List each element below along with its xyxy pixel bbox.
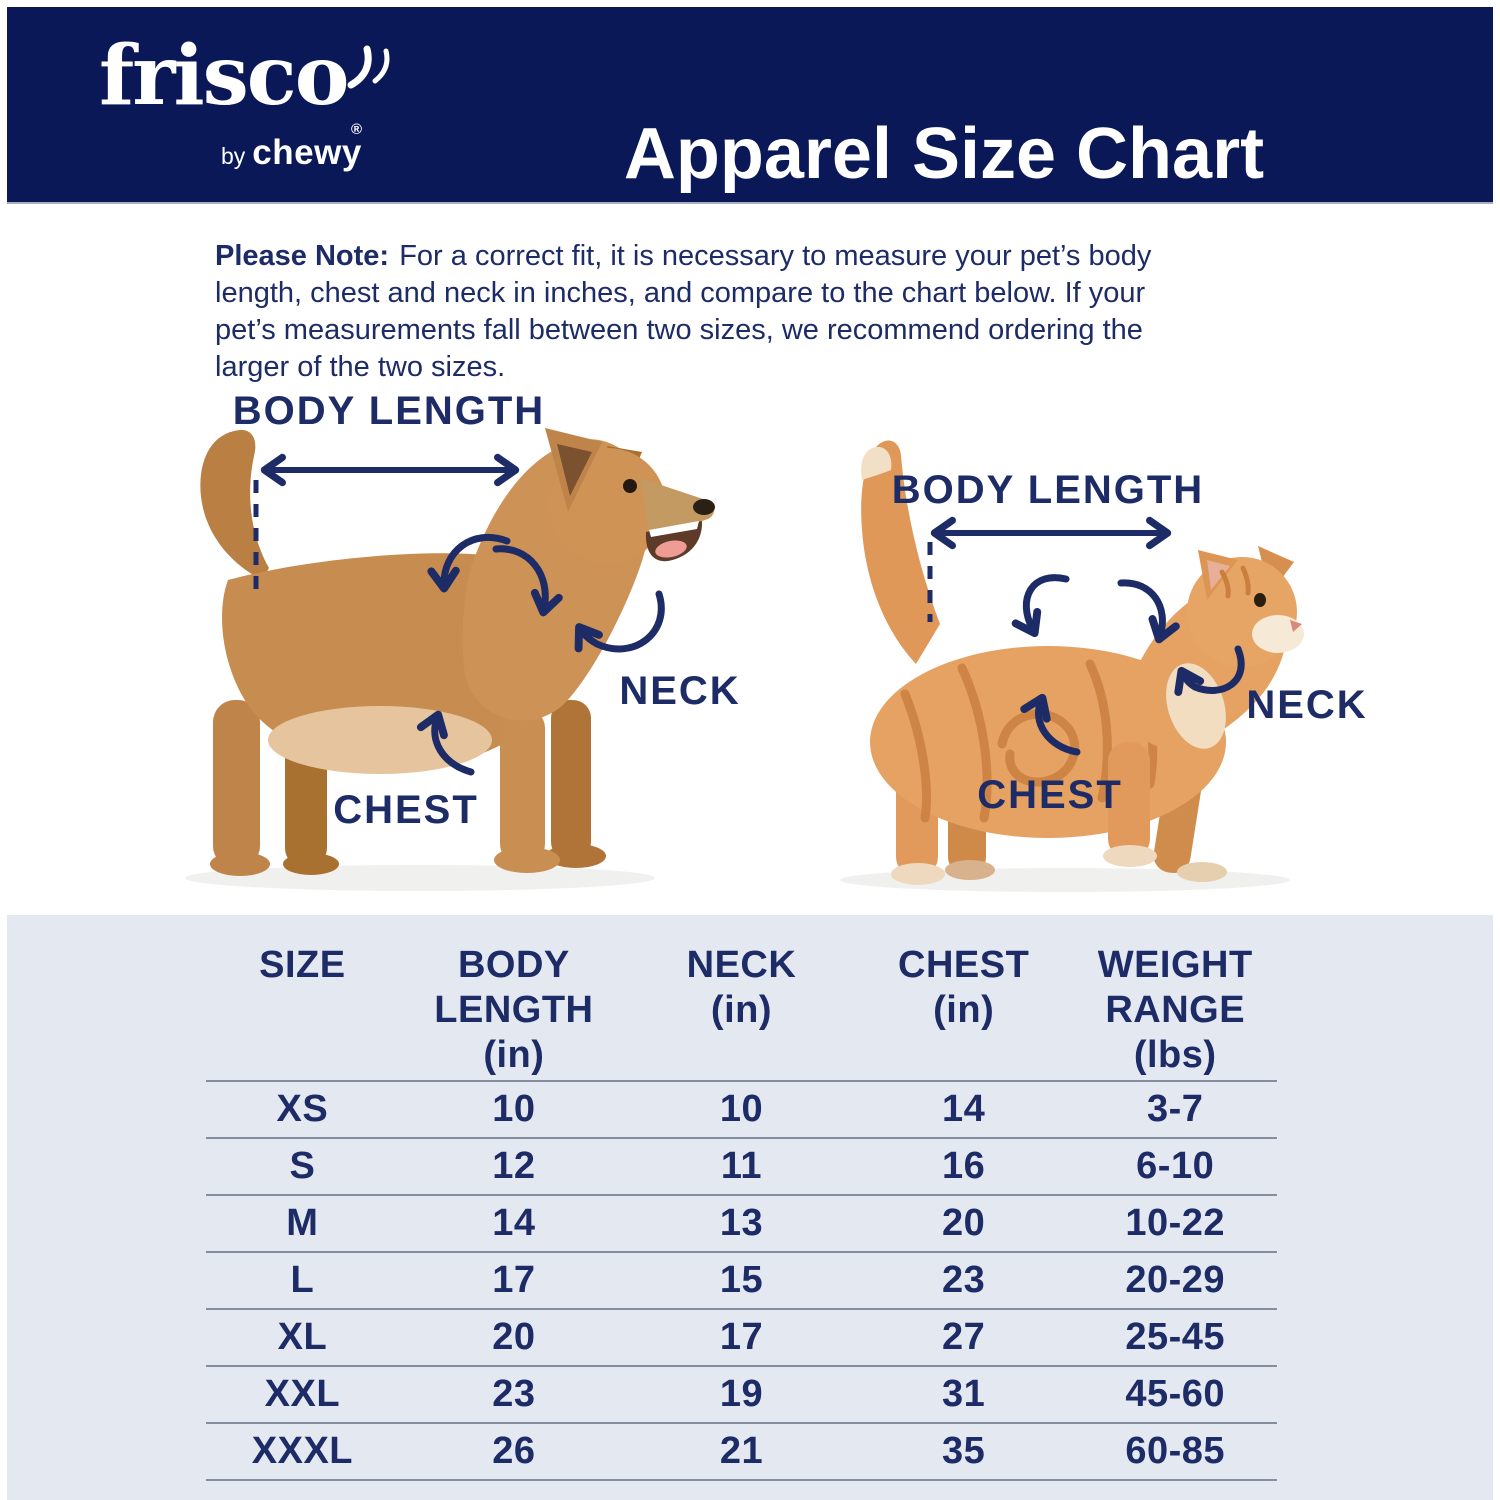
- note-line: length, chest and neck in inches, and co…: [215, 277, 1146, 309]
- note-line: pet’s measurements fall between two size…: [215, 314, 1143, 346]
- col-header-weight-range: WEIGHT RANGE (lbs): [1097, 944, 1253, 1076]
- col-header-neck: NECK (in): [686, 944, 797, 1031]
- cat-muzzle: [1252, 615, 1304, 653]
- page-title: Apparel Size Chart: [623, 114, 1265, 195]
- dog-neck-arrow: [574, 590, 665, 653]
- dog-girth-arrow-right: [492, 545, 563, 617]
- table-row-xs: XS 10 10 14 3-7: [206, 1082, 1277, 1139]
- table-row-m: M 14 13 20 10-22: [206, 1196, 1277, 1253]
- cat-girth-arrow-left: [1011, 574, 1070, 638]
- table-row-s: S 12 11 16 6-10: [206, 1139, 1277, 1196]
- dog-tongue: [655, 540, 687, 558]
- registered-mark: ®: [351, 121, 363, 138]
- header-bar: frisco ® by chewy Apparel Size Chart: [7, 7, 1493, 204]
- table-row-xxl: XXL 23 19 31 45-60: [206, 1367, 1277, 1424]
- note: Please Note: For a correct fit, it is nec…: [215, 238, 1315, 386]
- note-line: Please Note: For a correct fit, it is nec…: [215, 240, 1152, 272]
- table-row-xxxl: XXXL 26 21 35 60-85: [206, 1424, 1277, 1481]
- note-line: larger of the two sizes.: [215, 351, 506, 383]
- dog-tail: [200, 429, 269, 580]
- cat-chest-label: CHEST: [977, 773, 1123, 817]
- cat-girth-arrow-right: [1117, 579, 1180, 644]
- cat-eye: [1254, 593, 1266, 607]
- table-row-xl: XL 20 17 27 25-45: [206, 1310, 1277, 1367]
- size-chart-section: SIZE BODY LENGTH (in) NECK (in) CHEST (in) …: [7, 915, 1493, 1500]
- frisco-logo: frisco ® by chewy: [99, 28, 390, 172]
- dog-annotations: BODY LENGTH NECK CHEST: [233, 389, 740, 832]
- cat-annotations: BODY LENGTH NECK CHEST: [892, 468, 1367, 817]
- cat-neck-label: NECK: [1246, 683, 1367, 727]
- chewy-wordmark: chewy: [252, 133, 362, 172]
- dog-eye: [623, 479, 637, 493]
- note-label: Please Note:: [215, 240, 390, 272]
- cat-nose: [1290, 620, 1302, 632]
- col-header-chest: CHEST (in): [898, 944, 1030, 1031]
- table-body: XS 10 10 14 3-7 S 12 11 16 6-10 M 14 13: [206, 1082, 1277, 1481]
- frisco-wordmark: frisco: [99, 28, 349, 124]
- col-header-body-length: BODY LENGTH (in): [434, 944, 594, 1076]
- cat-chest-arrow: [1020, 693, 1081, 756]
- table-header-row: SIZE BODY LENGTH (in) NECK (in) CHEST (in) …: [206, 915, 1277, 1082]
- tail-flourish-icon: [341, 41, 393, 98]
- by-chewy-byline: by chewy: [221, 133, 362, 172]
- dog-illustration: [185, 428, 715, 891]
- cat-tail: [861, 440, 940, 664]
- dog-girth-arrow-left: [427, 533, 511, 593]
- dog-body-length-label: BODY LENGTH: [233, 389, 545, 433]
- measurement-diagram: BODY LENGTH NECK CHEST BODY LENGTH: [185, 389, 1367, 892]
- dog-chest-label: CHEST: [333, 788, 479, 832]
- size-table: SIZE BODY LENGTH (in) NECK (in) CHEST (in) …: [206, 915, 1277, 1481]
- cat-neck-arrow: [1174, 645, 1245, 696]
- col-header-size: SIZE: [259, 944, 346, 986]
- table-row-l: L 17 15 23 20-29: [206, 1253, 1277, 1310]
- dog-neck-label: NECK: [619, 669, 740, 713]
- cat-body-length-label: BODY LENGTH: [892, 468, 1204, 512]
- dog-chest-arrow: [416, 710, 475, 776]
- dog-nose: [693, 499, 715, 515]
